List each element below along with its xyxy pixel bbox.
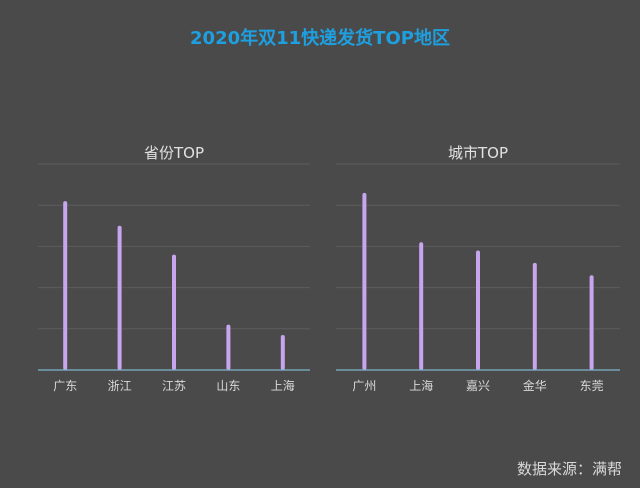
province-bar <box>172 254 176 370</box>
city-tick-label: 东莞 <box>580 379 604 393</box>
province-tick-label: 上海 <box>271 378 295 393</box>
page-title: 2020年双11快递发货TOP地区 <box>190 28 450 49</box>
city-tick-label: 嘉兴 <box>466 379 490 393</box>
province-tick-label: 山东 <box>216 379 240 393</box>
province-chart: 省份TOP 广东 浙江 江苏 山东 上海 <box>38 140 310 400</box>
data-source-note: 数据来源：满帮 <box>516 460 622 478</box>
province-chart-title: 省份TOP <box>144 144 204 162</box>
city-bar <box>589 275 594 370</box>
province-bar <box>280 334 285 370</box>
city-bar <box>362 192 367 370</box>
province-bar <box>226 324 231 370</box>
city-chart-title: 城市TOP <box>448 144 508 162</box>
city-tick-label: 广州 <box>352 379 376 393</box>
province-chart-svg: 省份TOP 广东 浙江 江苏 山东 上海 <box>38 144 310 393</box>
province-bar <box>63 201 68 370</box>
city-tick-label: 上海 <box>409 378 433 393</box>
province-tick-label: 江苏 <box>162 379 186 393</box>
city-chart: 城市TOP 广州 上海 嘉兴 金华 东莞 <box>336 140 620 400</box>
city-chart-svg: 城市TOP 广州 上海 嘉兴 金华 东莞 <box>336 144 620 393</box>
city-bar <box>532 262 537 370</box>
city-bar <box>419 242 424 370</box>
province-tick-label: 广东 <box>53 379 77 393</box>
province-tick-label: 浙江 <box>108 379 132 393</box>
city-bar <box>476 250 480 370</box>
city-tick-label: 金华 <box>523 378 547 393</box>
province-bar <box>117 225 122 370</box>
